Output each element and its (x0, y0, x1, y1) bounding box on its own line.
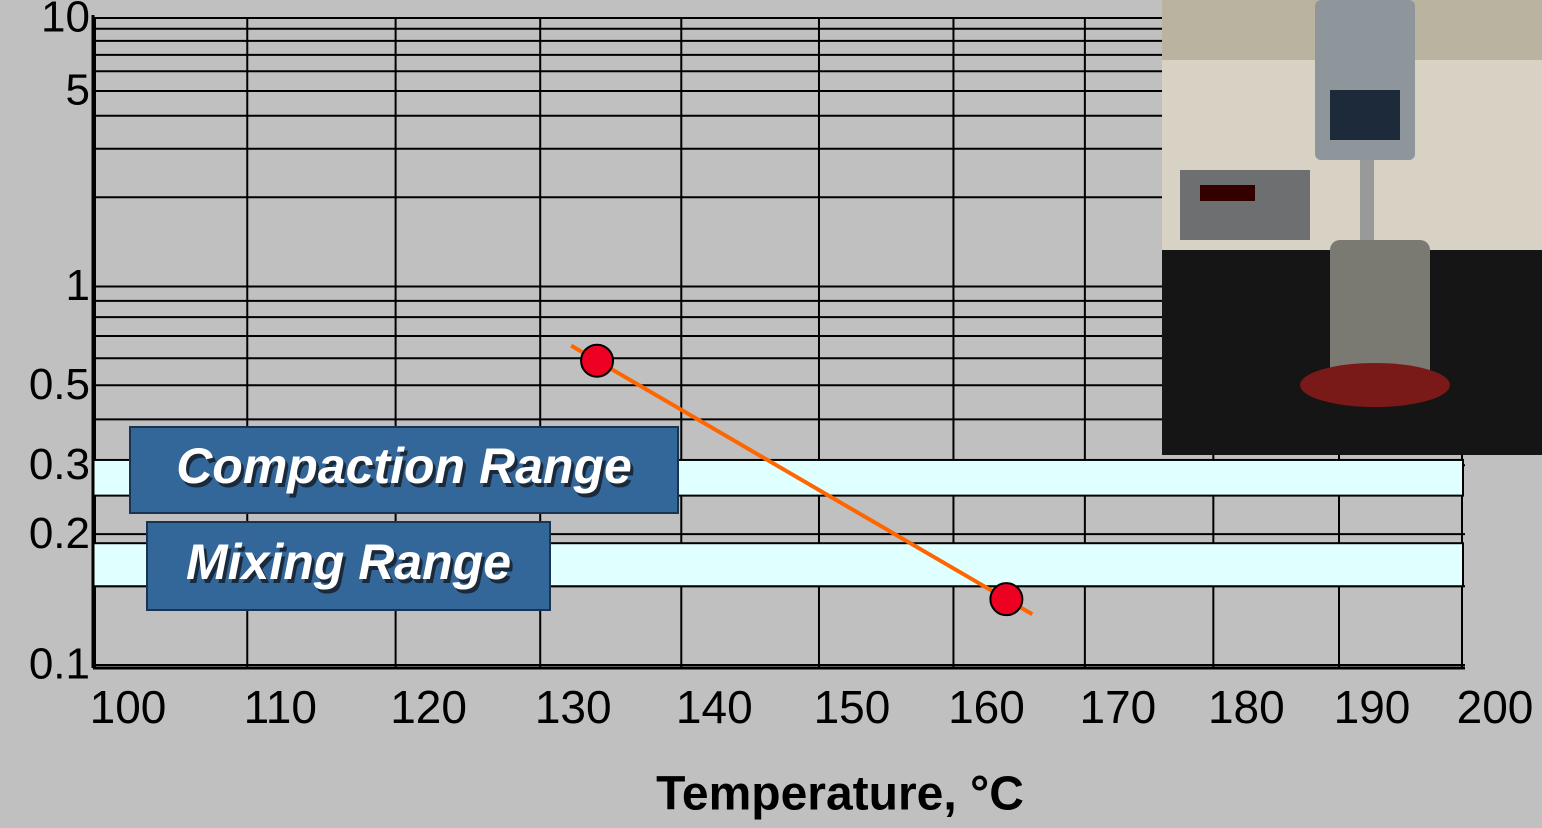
photo-spindle (1360, 160, 1374, 250)
x-tick-label: 120 (390, 681, 467, 733)
range-label: Compaction Range (176, 438, 632, 494)
x-tick-label: 180 (1208, 681, 1285, 733)
x-tick-label: 100 (90, 681, 167, 733)
y-tick-label: 0.3 (29, 440, 90, 489)
y-tick-label: 0.5 (29, 360, 90, 409)
page: 0.1 0.2 0.3 0.5 1 5 10 100 110 120 130 140 150 160 170… (0, 0, 1542, 828)
x-tick-label: 190 (1334, 681, 1411, 733)
photo-base (1300, 363, 1450, 407)
x-tick-label: 110 (244, 681, 317, 733)
x-tick-label: 200 (1457, 681, 1534, 733)
y-tick-label: 1 (66, 261, 90, 310)
x-axis-title: Temperature, °C (656, 768, 1024, 821)
x-tick-label: 170 (1079, 681, 1156, 733)
photo-keypad (1330, 90, 1400, 140)
photo-display (1200, 185, 1255, 201)
y-tick-label: 10 (41, 0, 90, 42)
x-tick-label: 140 (676, 681, 753, 733)
photo-controller (1180, 170, 1310, 240)
data-point (581, 345, 613, 377)
y-tick-label: 5 (66, 66, 90, 115)
chart: 0.1 0.2 0.3 0.5 1 5 10 100 110 120 130 140 150 160 170… (0, 0, 1542, 828)
y-tick-label: 0.2 (29, 509, 90, 558)
x-tick-label: 150 (814, 681, 891, 733)
y-tick-label: 0.1 (29, 640, 90, 689)
x-tick-label: 130 (535, 681, 612, 733)
range-label: Mixing Range (186, 534, 511, 590)
x-tick-label: 160 (948, 681, 1025, 733)
photo (1162, 0, 1542, 455)
data-point (990, 583, 1022, 615)
